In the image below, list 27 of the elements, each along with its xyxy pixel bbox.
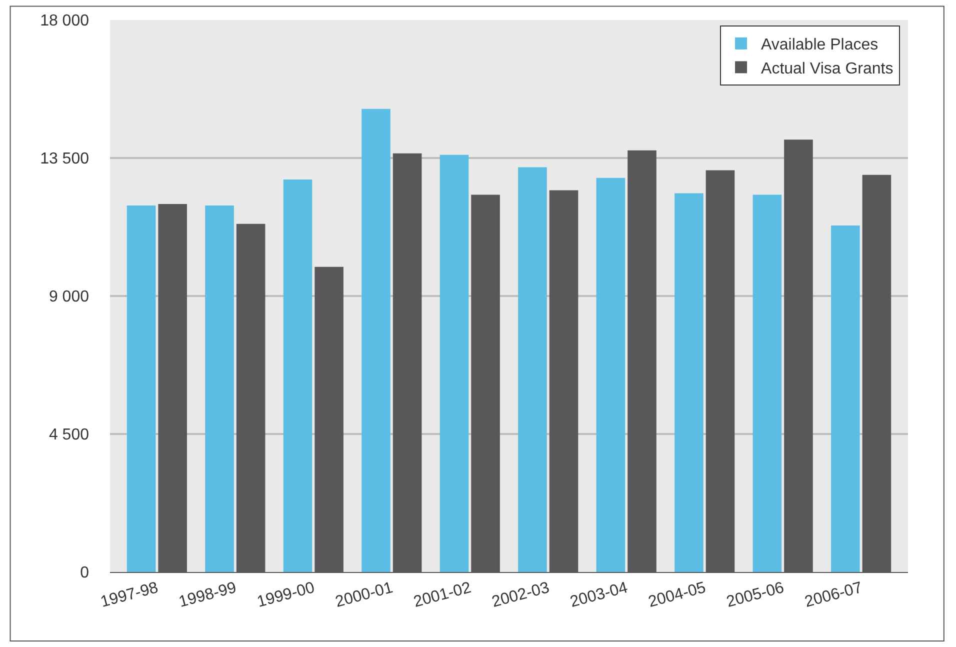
x-tick-label: 2006-07 xyxy=(803,579,864,611)
bar xyxy=(440,154,469,572)
bar xyxy=(362,108,390,572)
x-tick-label: 2001-02 xyxy=(412,579,474,611)
x-tick-label: 2002-03 xyxy=(490,579,552,611)
y-tick-label: 4 500 xyxy=(48,426,90,444)
y-tick-label: 9 000 xyxy=(48,288,90,306)
y-tick-label: 0 xyxy=(80,564,90,582)
legend-label: Actual Visa Grants xyxy=(761,60,894,78)
y-tick-label: 13 500 xyxy=(40,150,90,168)
x-tick-label: 2003-04 xyxy=(568,579,630,611)
x-tick-label: 2000-01 xyxy=(334,579,395,611)
legend-label: Available Places xyxy=(761,36,878,54)
bar xyxy=(831,225,860,572)
y-tick-label: 18 000 xyxy=(40,12,90,30)
bar xyxy=(283,179,312,572)
x-tick-label: 1998-99 xyxy=(177,579,238,611)
bar xyxy=(596,178,626,572)
x-tick-label: 1997-98 xyxy=(98,579,160,611)
bar xyxy=(518,167,547,572)
bar xyxy=(752,194,782,572)
bar xyxy=(205,206,234,572)
x-tick-label: 2005-06 xyxy=(724,579,786,611)
bar xyxy=(126,206,156,572)
x-tick-label: 2004-05 xyxy=(646,579,708,611)
x-tick-label: 1999-00 xyxy=(255,579,317,611)
bar xyxy=(674,193,704,572)
